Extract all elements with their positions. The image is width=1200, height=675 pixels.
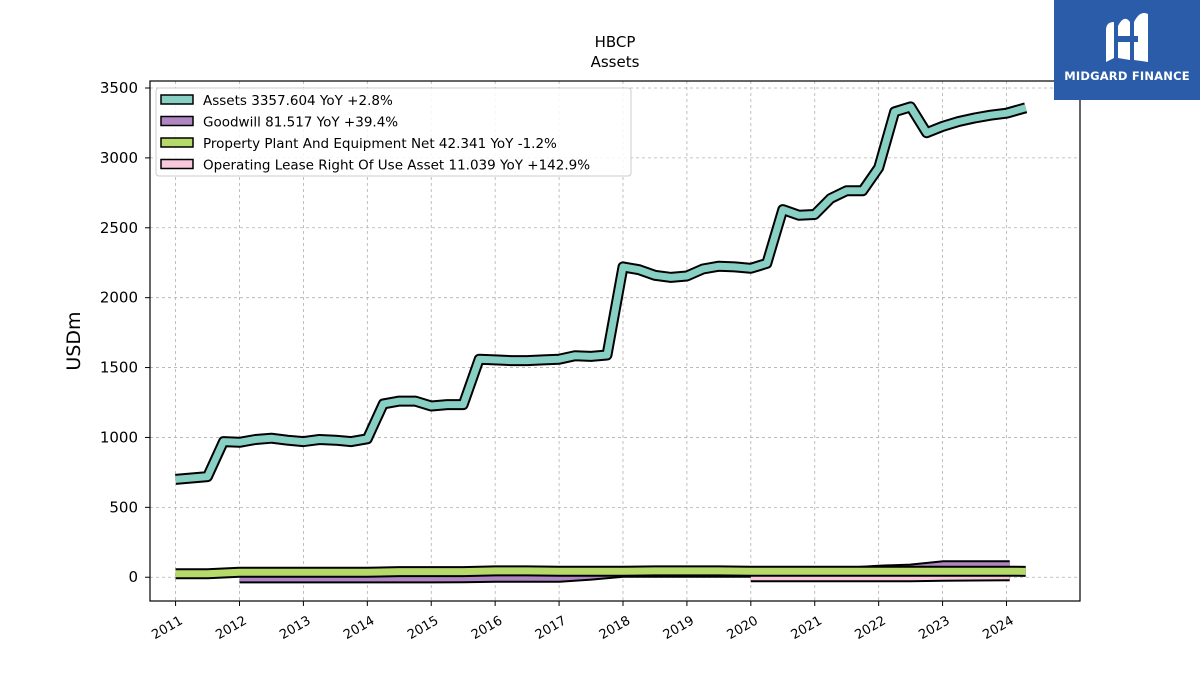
chart-title: HBCP [594,33,636,51]
x-tick-label: 2018 [597,613,633,643]
y-axis-ticks: 0 500 1000 1500 2000 2500 3000 3500 [100,79,150,586]
brand-logo: MIDGARD FINANCE [1054,0,1200,100]
legend: Assets 3357.604 YoY +2.8% Goodwill 81.517… [155,87,632,177]
y-tick-label: 500 [109,498,138,516]
x-tick-label: 2012 [213,613,249,643]
y-tick-label: 1000 [100,428,138,446]
x-tick-label: 2013 [277,613,313,643]
legend-swatch [160,115,194,127]
x-tick-label: 2022 [852,613,888,643]
legend-swatch [160,137,194,148]
x-tick-label: 2011 [149,613,185,643]
x-axis-ticks: 2011 2012 2013 2014 2015 2016 2017 2018 2019 2020… [149,601,1016,643]
legend-swatch [160,94,194,105]
legend-swatch [160,158,194,170]
plot-frame [149,80,1081,602]
legend-entry: Assets 3357.604 YoY +2.8% [203,93,393,109]
x-tick-label: 2020 [725,613,761,643]
legend-entry: Property Plant And Equipment Net 42.341 … [203,136,557,152]
x-tick-label: 2021 [789,613,825,643]
legend-entry: Goodwill 81.517 YoY +39.4% [203,115,398,131]
chart-subtitle: Assets [590,53,640,71]
legend-entry: Operating Lease Right Of Use Asset 11.03… [203,158,590,174]
legend-frame [155,87,632,177]
brand-name: MIDGARD FINANCE [1064,69,1190,83]
y-tick-label: 2000 [100,289,138,307]
x-tick-label: 2019 [661,613,697,643]
x-tick-label: 2024 [980,613,1016,643]
y-tick-label: 3000 [100,149,138,167]
y-axis-label: USDm [63,311,85,370]
x-tick-label: 2014 [341,613,377,643]
y-tick-label: 0 [128,568,138,586]
mf-monogram-icon [1106,13,1148,62]
x-tick-label: 2015 [405,613,441,643]
series-lines [175,101,1028,584]
series-line-2 [175,567,1026,578]
x-tick-label: 2017 [533,613,569,643]
series-line-0 [175,103,1027,483]
y-tick-label: 3500 [100,79,138,97]
y-tick-label: 2500 [100,219,138,237]
x-tick-label: 2016 [469,613,505,643]
x-tick-label: 2023 [916,613,952,643]
y-tick-label: 1500 [100,359,138,377]
